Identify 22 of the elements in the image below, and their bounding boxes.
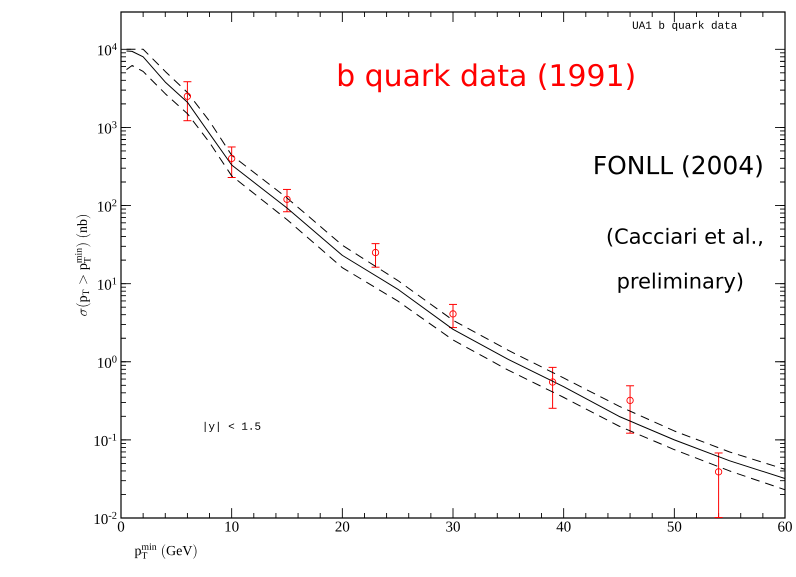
x-tick-label: 50 bbox=[668, 522, 682, 532]
x-tick-label: 0 bbox=[118, 522, 124, 532]
y-tick-label: 10$^{0}$ bbox=[98, 356, 117, 368]
y-tick-label: 10$^{-1}$ bbox=[94, 434, 116, 446]
y-tick-label: 10$^{4}$ bbox=[98, 43, 117, 56]
annotation: UA1 b quark data bbox=[632, 20, 737, 31]
y-tick-label: 10$^{2}$ bbox=[98, 199, 116, 212]
x-tick-label: 30 bbox=[446, 522, 460, 532]
annotation: preliminary) bbox=[618, 272, 742, 293]
x-tick-label: 20 bbox=[336, 522, 350, 532]
x-tick-label: 40 bbox=[556, 522, 571, 532]
y-tick-label: 10$^{3}$ bbox=[98, 121, 117, 134]
annotation: (Cacciari et al., bbox=[608, 228, 762, 247]
annotation: b quark data (1991) bbox=[338, 63, 634, 92]
annotation: FONLL (2004) bbox=[595, 155, 762, 178]
y-tick-label: 10$^{1}$ bbox=[98, 278, 116, 290]
x-tick-label: 60 bbox=[778, 522, 792, 532]
x-axis-title: $\mathrm{p}_{\mathrm{T}}^{\mathrm{min}}\ \mathrm{(GeV)}$ bbox=[134, 543, 196, 559]
annotation: |y| < 1.5 bbox=[204, 422, 260, 432]
y-tick-label: 10$^{-2}$ bbox=[94, 512, 116, 524]
y-axis-title: $\sigma(\mathrm{p}_{\mathrm{T}} > \mathrm{p}_{\mathrm{T}}^{\mathrm{min}})\ \mathrm{(nb)}$ bbox=[75, 215, 90, 316]
x-tick-label: 10 bbox=[226, 522, 239, 532]
